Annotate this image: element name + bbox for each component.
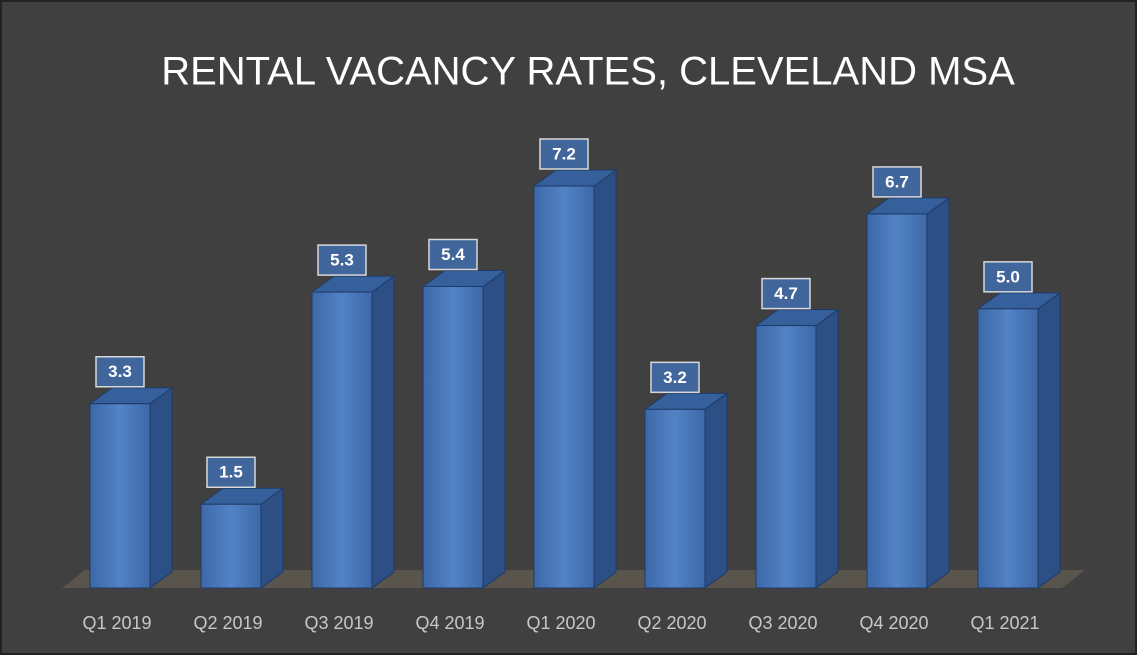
- bar: [533, 185, 595, 589]
- bar: [755, 325, 817, 589]
- value-label: 4.7: [774, 284, 798, 303]
- value-label: 7.2: [552, 144, 576, 163]
- value-label-box: [761, 277, 811, 310]
- value-label-box: [539, 138, 589, 170]
- value-label-box: [983, 261, 1033, 293]
- bar-side: [593, 169, 617, 589]
- x-tick-label: Q2 2019: [193, 613, 262, 633]
- value-label: 5.0: [996, 267, 1020, 286]
- bar: [89, 403, 151, 589]
- x-tick-label: Q2 2020: [637, 613, 706, 633]
- bar: [200, 503, 262, 589]
- bar-side: [149, 386, 173, 589]
- x-tick-label: Q3 2020: [748, 613, 817, 633]
- x-tick-label: Q3 2019: [304, 613, 373, 633]
- bar: [977, 308, 1039, 589]
- bar-side: [815, 308, 839, 589]
- value-label-box: [206, 456, 256, 488]
- bar-side: [704, 392, 728, 589]
- value-label: 1.5: [219, 463, 243, 482]
- x-tick-label: Q1 2020: [526, 613, 595, 633]
- value-label-box: [872, 166, 922, 198]
- value-label-box: [650, 361, 700, 394]
- bar-side: [1037, 291, 1061, 589]
- bar-side: [926, 196, 950, 589]
- value-label: 5.3: [330, 251, 354, 270]
- chart-title: RENTAL VACANCY RATES, CLEVELAND MSA: [161, 50, 1015, 94]
- x-tick-label: Q1 2019: [82, 613, 151, 633]
- x-tick-label: Q4 2019: [415, 613, 484, 633]
- value-label-box: [95, 356, 145, 388]
- value-label: 5.4: [441, 245, 465, 264]
- bar-side: [482, 269, 506, 589]
- value-label-box: [317, 244, 367, 276]
- bar-side: [371, 275, 395, 589]
- bar: [866, 213, 928, 589]
- value-label-box: [428, 238, 478, 271]
- bar: [311, 291, 373, 589]
- value-label: 6.7: [885, 172, 909, 191]
- bar: [644, 408, 706, 589]
- bar: [422, 286, 484, 589]
- x-tick-label: Q4 2020: [859, 613, 928, 633]
- value-label: 3.2: [663, 368, 687, 387]
- x-tick-label: Q1 2021: [970, 613, 1039, 633]
- value-label: 3.3: [108, 362, 132, 381]
- bar-side: [260, 487, 284, 589]
